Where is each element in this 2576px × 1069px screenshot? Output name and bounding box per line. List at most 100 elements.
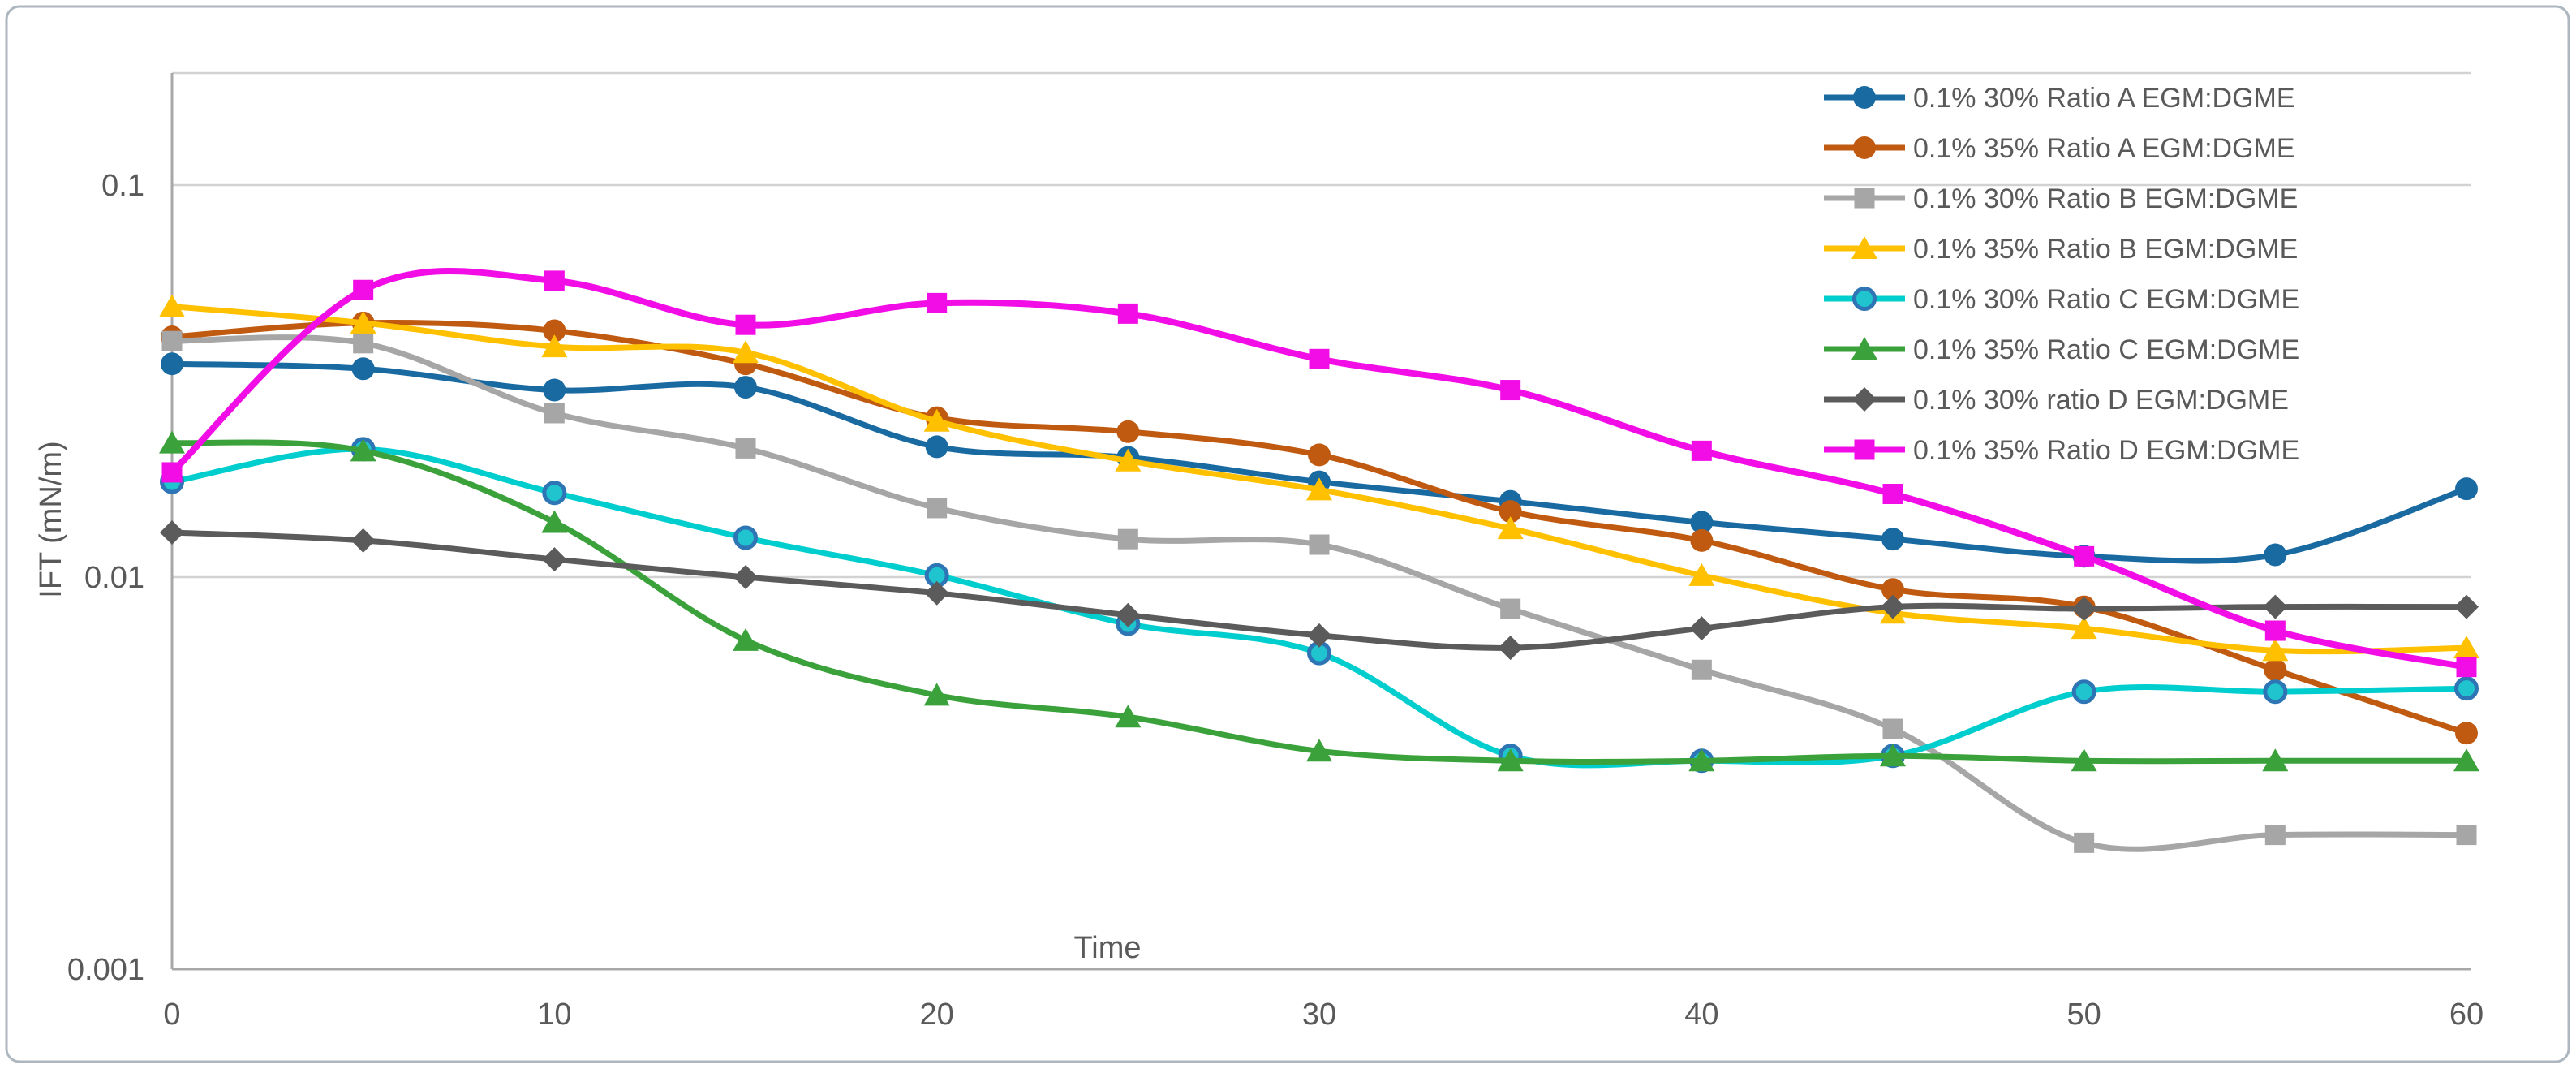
legend-item-4: 0.1% 35% Ratio B EGM:DGME — [1824, 234, 2298, 265]
data-point-marker — [1308, 443, 1331, 467]
data-point-marker — [541, 510, 568, 533]
data-point-marker — [2456, 657, 2477, 678]
data-point-marker — [1309, 534, 1330, 555]
data-point-marker — [159, 294, 185, 317]
data-point-marker — [350, 528, 376, 553]
data-point-marker — [1116, 420, 1140, 443]
data-point-marker — [733, 565, 758, 589]
data-point-marker — [1688, 563, 1715, 586]
data-point-marker — [1691, 440, 1712, 461]
data-point-marker — [2455, 722, 2478, 745]
y-tick-0.1: 0.1 — [101, 169, 144, 203]
data-point-marker — [2454, 676, 2479, 701]
data-point-marker — [2071, 748, 2097, 772]
data-point-marker — [2263, 594, 2288, 619]
data-point-marker — [1880, 744, 1906, 767]
data-point-marker — [542, 481, 567, 506]
data-point-marker — [2074, 832, 2095, 853]
legend: 0.1% 30% Ratio A EGM:DGME 0.1% 35% Ratio … — [1824, 83, 2299, 466]
x-tick-20: 20 — [920, 998, 954, 1032]
axis-labels: 0.1 0.01 0.001 0 10 20 30 40 50 60 Time IFT (mN/m) — [34, 169, 2484, 1032]
data-point-marker — [1851, 236, 1877, 259]
figure-border — [5, 5, 2570, 1063]
data-point-marker — [1497, 748, 1524, 772]
data-point-marker — [1307, 623, 1331, 648]
data-point-marker — [1853, 136, 1876, 159]
data-point-marker — [2264, 620, 2286, 641]
data-point-marker — [1691, 659, 1712, 680]
data-point-marker — [923, 683, 950, 706]
data-point-marker — [1689, 616, 1714, 641]
data-point-marker — [2262, 748, 2289, 772]
data-point-marker — [733, 340, 759, 364]
data-point-marker — [1690, 511, 1714, 534]
data-point-marker — [1499, 500, 1522, 524]
legend-label: 0.1% 35% Ratio A EGM:DGME — [1913, 133, 2295, 164]
data-point-marker — [2453, 636, 2479, 659]
data-point-marker — [1309, 348, 1330, 369]
legend-item-8: 0.1% 35% Ratio D EGM:DGME — [1824, 435, 2299, 466]
data-point-marker — [543, 378, 566, 402]
y-tick-0.001: 0.001 — [67, 953, 144, 987]
gridlines — [172, 183, 2471, 579]
data-point-marker — [1115, 448, 1142, 472]
legend-item-2: 0.1% 35% Ratio A EGM:DGME — [1824, 133, 2295, 164]
legend-label: 0.1% 30% Ratio A EGM:DGME — [1913, 83, 2295, 114]
legend-item-3: 0.1% 30% Ratio B EGM:DGME — [1824, 183, 2298, 214]
data-point-marker — [927, 498, 948, 519]
data-point-marker — [1852, 287, 1877, 311]
series-0-1-30-ratio-d-egm-dgme — [160, 519, 2479, 661]
legend-label: 0.1% 35% Ratio C EGM:DGME — [1913, 334, 2299, 365]
x-tick-60: 60 — [2449, 998, 2484, 1032]
data-point-marker — [2263, 679, 2288, 705]
data-point-marker — [159, 430, 185, 454]
data-point-marker — [2264, 543, 2287, 567]
legend-label: 0.1% 30% Ratio C EGM:DGME — [1913, 284, 2299, 315]
series-0-1-35-ratio-a-egm-dgme — [161, 311, 2478, 745]
x-tick-10: 10 — [537, 998, 571, 1032]
data-point-marker — [1690, 528, 1714, 552]
legend-item-5: 0.1% 30% Ratio C EGM:DGME — [1824, 284, 2299, 315]
data-point-marker — [1497, 516, 1524, 540]
series-0-1-30-ratio-b-egm-dgme — [161, 330, 2477, 853]
data-point-marker — [927, 292, 948, 313]
legend-label: 0.1% 30% Ratio B EGM:DGME — [1913, 183, 2298, 214]
data-point-marker — [925, 435, 948, 459]
data-point-marker — [1881, 594, 1905, 619]
data-point-marker — [161, 352, 183, 376]
x-tick-40: 40 — [1684, 998, 1718, 1032]
data-point-marker — [1854, 188, 1875, 209]
x-axis-title: Time — [1073, 931, 1141, 965]
data-point-marker — [543, 319, 566, 343]
data-point-marker — [923, 408, 950, 432]
data-point-marker — [2071, 679, 2096, 705]
series-0-1-35-ratio-d-egm-dgme — [161, 268, 2477, 678]
data-point-marker — [1882, 484, 1903, 505]
data-point-marker — [541, 334, 568, 358]
data-point-marker — [2264, 658, 2287, 682]
x-tick-50: 50 — [2067, 998, 2101, 1032]
x-tick-0: 0 — [163, 998, 180, 1032]
data-point-marker — [542, 547, 567, 572]
data-point-marker — [353, 333, 374, 354]
data-point-marker — [1854, 439, 1875, 460]
data-point-marker — [735, 438, 756, 459]
data-point-marker — [2071, 597, 2096, 622]
data-point-marker — [733, 525, 758, 550]
data-point-marker — [1881, 578, 1904, 601]
data-point-marker — [1115, 705, 1142, 728]
data-series — [159, 268, 2479, 853]
data-point-marker — [2074, 545, 2095, 567]
data-point-marker — [351, 357, 375, 381]
data-point-marker — [161, 330, 183, 351]
data-point-marker — [1117, 528, 1138, 550]
data-point-marker — [1852, 387, 1877, 412]
y-axis-title: IFT (mN/m) — [34, 441, 68, 597]
legend-item-1: 0.1% 30% Ratio A EGM:DGME — [1824, 83, 2295, 114]
data-point-marker — [1881, 528, 1904, 551]
data-point-marker — [1500, 598, 1521, 619]
series-0-1-35-ratio-c-egm-dgme — [159, 430, 2479, 772]
data-point-marker — [1117, 303, 1138, 324]
data-point-marker — [1853, 86, 1876, 109]
